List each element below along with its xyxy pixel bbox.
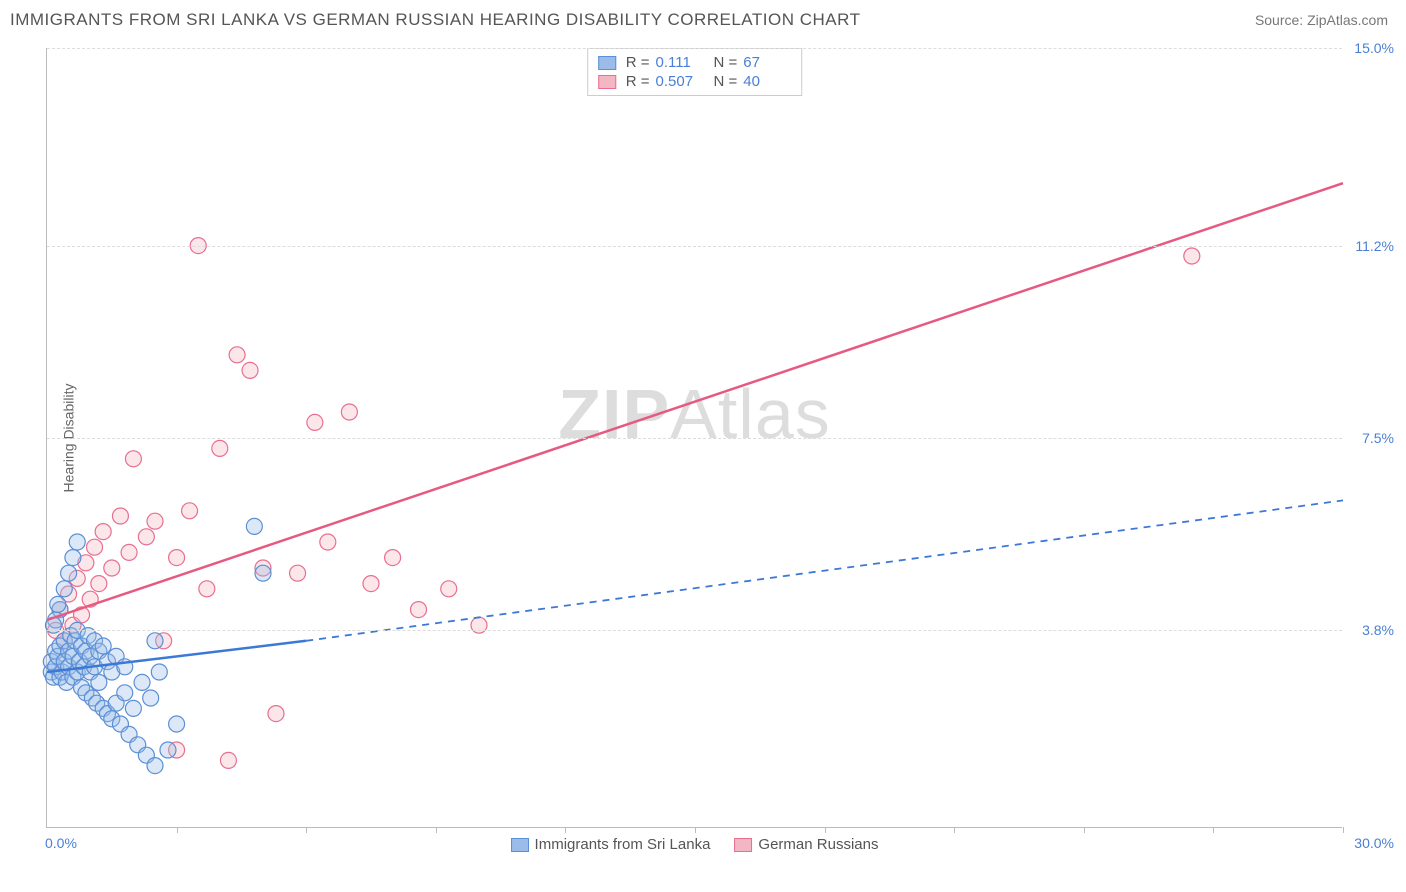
x-axis-max-label: 30.0% — [1354, 835, 1394, 851]
data-point-srilanka — [95, 638, 111, 654]
data-point-germanrussian — [363, 576, 379, 592]
legend-label: German Russians — [758, 836, 878, 853]
data-point-srilanka — [147, 758, 163, 774]
data-point-germanrussian — [268, 706, 284, 722]
x-tick — [954, 827, 955, 833]
x-tick — [825, 827, 826, 833]
data-point-germanrussian — [169, 550, 185, 566]
swatch-icon — [734, 838, 752, 852]
trendline-extrapolated-srilanka — [306, 500, 1343, 640]
data-point-germanrussian — [91, 576, 107, 592]
legend-label: Immigrants from Sri Lanka — [535, 836, 711, 853]
data-point-srilanka — [246, 518, 262, 534]
legend-item-srilanka: Immigrants from Sri Lanka — [511, 836, 711, 853]
stat-R-value: 0.111 — [656, 54, 704, 71]
legend-item-germanrussian: German Russians — [734, 836, 878, 853]
data-point-srilanka — [65, 550, 81, 566]
data-point-srilanka — [134, 674, 150, 690]
x-axis-origin-label: 0.0% — [45, 835, 77, 851]
y-tick-label: 7.5% — [1362, 430, 1394, 446]
data-point-germanrussian — [147, 513, 163, 529]
data-point-srilanka — [255, 565, 271, 581]
data-point-germanrussian — [220, 752, 236, 768]
data-point-germanrussian — [307, 414, 323, 430]
stat-R-label: R = — [626, 73, 650, 90]
data-point-germanrussian — [290, 565, 306, 581]
data-point-srilanka — [169, 716, 185, 732]
data-point-germanrussian — [385, 550, 401, 566]
data-point-srilanka — [125, 700, 141, 716]
data-point-srilanka — [117, 685, 133, 701]
gridline — [47, 48, 1342, 49]
data-point-germanrussian — [138, 529, 154, 545]
y-tick-label: 3.8% — [1362, 622, 1394, 638]
data-point-germanrussian — [112, 508, 128, 524]
stats-row-srilanka: R = 0.111 N = 67 — [598, 53, 792, 72]
swatch-icon — [511, 838, 529, 852]
trendline-germanrussian — [47, 183, 1343, 620]
data-point-srilanka — [91, 674, 107, 690]
x-tick — [1213, 827, 1214, 833]
swatch-icon — [598, 56, 616, 70]
stat-N-label: N = — [714, 73, 738, 90]
source-attribution: Source: ZipAtlas.com — [1255, 12, 1388, 28]
data-point-germanrussian — [341, 404, 357, 420]
x-tick — [306, 827, 307, 833]
data-point-germanrussian — [441, 581, 457, 597]
data-point-germanrussian — [212, 440, 228, 456]
plot-container: Hearing Disability ZIPAtlas R =0.111N =6… — [46, 48, 1342, 828]
data-point-srilanka — [151, 664, 167, 680]
plot-area: ZIPAtlas R =0.111N =67R =0.507N =40 Immi… — [46, 48, 1342, 828]
stat-R-value: 0.507 — [656, 73, 704, 90]
data-point-germanrussian — [104, 560, 120, 576]
stat-N-label: N = — [714, 54, 738, 71]
y-tick-label: 15.0% — [1354, 40, 1394, 56]
data-point-srilanka — [56, 581, 72, 597]
data-point-germanrussian — [1184, 248, 1200, 264]
data-point-srilanka — [160, 742, 176, 758]
data-point-srilanka — [143, 690, 159, 706]
x-tick — [1084, 827, 1085, 833]
y-tick-label: 11.2% — [1355, 238, 1394, 254]
gridline — [47, 246, 1342, 247]
stats-legend-box: R = 0.111 N = 67 R = 0.507 N = 40 — [587, 48, 803, 96]
data-point-srilanka — [147, 633, 163, 649]
data-point-germanrussian — [199, 581, 215, 597]
data-point-germanrussian — [411, 602, 427, 618]
header-row: IMMIGRANTS FROM SRI LANKA VS GERMAN RUSS… — [0, 0, 1406, 34]
data-point-germanrussian — [242, 362, 258, 378]
x-tick — [177, 827, 178, 833]
data-point-germanrussian — [182, 503, 198, 519]
data-point-srilanka — [69, 534, 85, 550]
stat-N-value: 40 — [743, 73, 791, 90]
gridline — [47, 630, 1342, 631]
stat-R-label: R = — [626, 54, 650, 71]
gridline — [47, 438, 1342, 439]
x-tick — [1343, 827, 1344, 833]
data-point-germanrussian — [87, 539, 103, 555]
data-point-srilanka — [50, 596, 66, 612]
stat-N-value: 67 — [743, 54, 791, 71]
swatch-icon — [598, 75, 616, 89]
legend-bottom: Immigrants from Sri Lanka German Russians — [511, 836, 879, 853]
data-point-germanrussian — [121, 544, 137, 560]
x-tick — [436, 827, 437, 833]
data-point-srilanka — [61, 565, 77, 581]
data-point-germanrussian — [229, 347, 245, 363]
chart-title: IMMIGRANTS FROM SRI LANKA VS GERMAN RUSS… — [10, 10, 860, 30]
data-point-germanrussian — [125, 451, 141, 467]
x-tick — [565, 827, 566, 833]
data-point-germanrussian — [95, 524, 111, 540]
data-point-germanrussian — [320, 534, 336, 550]
stats-row-germanrussian: R = 0.507 N = 40 — [598, 72, 792, 91]
x-tick — [695, 827, 696, 833]
